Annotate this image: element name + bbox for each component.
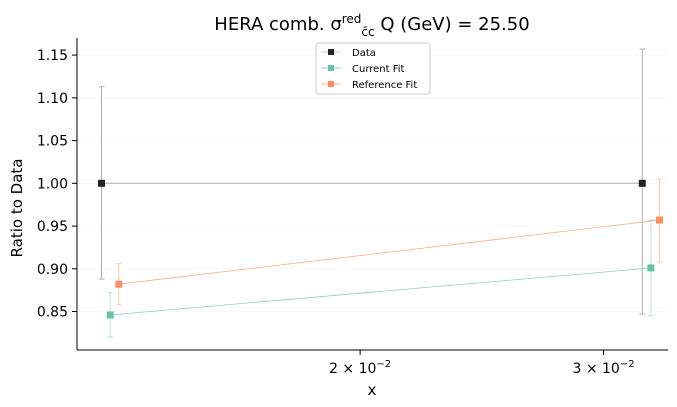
y-axis-label: Ratio to Data [8,159,26,258]
y-tick-label: 0.85 [37,305,68,321]
plot-area [77,48,668,338]
chart-title: HERA comb. σredc̄c Q (GeV) = 25.50 [214,12,529,39]
x-axis-label: x [368,381,377,399]
series-line [118,219,660,285]
legend-items: Data Current Fit Reference Fit [321,48,417,91]
series-data [98,48,646,315]
data-point [647,264,655,272]
legend-label: Reference Fit [352,80,417,91]
data-point [115,280,123,288]
legend-frame [315,42,431,95]
data-point [638,179,646,187]
legend-marker [328,65,334,71]
legend-marker [328,49,334,55]
title-superscript: red [342,12,362,26]
y-tick-label: 1.15 [37,48,68,64]
title-main: HERA comb. σ [214,14,341,35]
axes: 0.85 0.90 0.95 1.00 1.05 1.10 1.15 2 × 10−2 3 ×… [37,38,668,377]
title-subscript: c̄c [361,25,374,39]
legend-entry: Reference Fit [321,80,417,91]
y-tick-label: 0.95 [37,219,68,235]
series-current-fit [106,219,655,338]
series-layer [98,48,663,338]
x-tick-label: 2 × 10−2 [329,359,391,377]
legend-marker [328,81,334,87]
y-ticks: 0.85 0.90 0.95 1.00 1.05 1.10 1.15 [37,48,77,321]
data-point [106,311,114,319]
data-point [98,179,106,187]
title-rest: Q (GeV) = 25.50 [375,14,530,35]
y-tick-label: 1.00 [37,176,68,192]
data-point [655,216,663,224]
x-tick-label: 3 × 10−2 [572,359,634,377]
series-line [110,267,651,316]
legend-label: Data [352,48,376,59]
legend: Data Current Fit Reference Fit [315,42,431,95]
legend-entry: Data [321,48,376,59]
y-tick-label: 1.05 [37,134,68,150]
series-reference-fit [115,178,663,306]
legend-entry: Current Fit [321,64,405,75]
y-tick-label: 1.10 [37,91,68,107]
y-tick-label: 0.90 [37,262,68,278]
legend-label: Current Fit [352,64,405,75]
x-ticks: 2 × 10−2 3 × 10−2 [329,350,635,377]
